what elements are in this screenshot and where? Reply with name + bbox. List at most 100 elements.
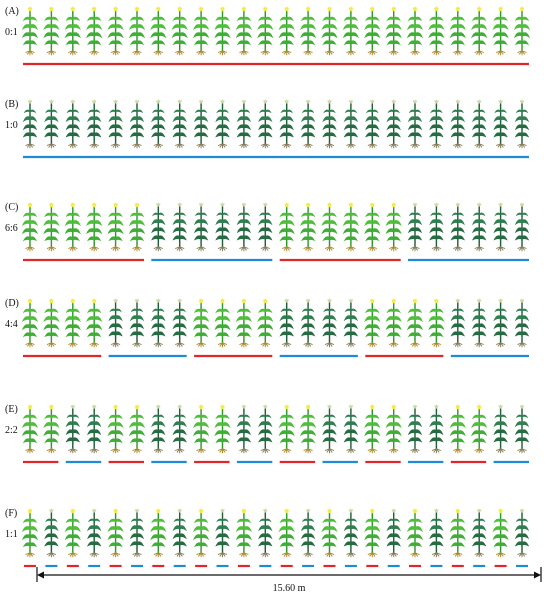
maize-plant-light bbox=[277, 202, 296, 252]
panel-ratio-label: 2:2 bbox=[5, 425, 18, 436]
maize-plant-dark bbox=[492, 404, 509, 454]
maize-plant-dark bbox=[342, 404, 359, 454]
maize-plant-light bbox=[384, 6, 403, 56]
maize-plant-light bbox=[21, 404, 39, 454]
maize-plant-light bbox=[513, 6, 531, 56]
maize-plant-light bbox=[149, 508, 168, 558]
maize-plant-dark bbox=[449, 298, 466, 348]
maize-plant-dark bbox=[235, 202, 252, 252]
panel-letter: (F) bbox=[5, 508, 17, 519]
panel-letter: (A) bbox=[5, 6, 19, 17]
maize-plant-light bbox=[21, 298, 39, 348]
maize-plant-dark bbox=[471, 99, 488, 149]
panel-f: (F) 1:1 bbox=[5, 508, 530, 568]
maize-plant-dark bbox=[64, 99, 81, 149]
maize-plant-dark bbox=[171, 404, 188, 454]
maize-plant-light bbox=[448, 6, 467, 56]
panel-a: (A) 0:1 bbox=[5, 6, 531, 66]
maize-plant-light bbox=[128, 6, 146, 56]
maize-plant-light bbox=[21, 202, 39, 252]
maize-plant-light bbox=[170, 6, 189, 56]
maize-plant-light bbox=[128, 404, 146, 454]
maize-plant-dark bbox=[129, 508, 145, 558]
maize-plant-light bbox=[63, 508, 82, 558]
panel-letter: (C) bbox=[5, 202, 18, 213]
maize-plant-light bbox=[21, 6, 39, 56]
maize-plant-dark bbox=[428, 508, 445, 558]
maize-plant-light bbox=[491, 6, 510, 56]
maize-plant-dark bbox=[86, 404, 103, 454]
maize-plant-dark bbox=[193, 99, 210, 149]
maize-plant-dark bbox=[385, 508, 402, 558]
maize-plant-light bbox=[213, 404, 232, 454]
maize-plant-dark bbox=[214, 99, 231, 149]
maize-plant-light bbox=[406, 6, 424, 56]
maize-plant-light bbox=[448, 404, 467, 454]
maize-plant-light bbox=[320, 508, 339, 558]
maize-plant-light bbox=[342, 202, 360, 252]
maize-plant-light bbox=[21, 508, 39, 558]
maize-plant-dark bbox=[385, 99, 402, 149]
maize-plant-dark bbox=[492, 99, 509, 149]
maize-plant-light bbox=[448, 508, 467, 558]
maize-plant-light bbox=[192, 298, 210, 348]
maize-plant-dark bbox=[129, 99, 145, 149]
maize-plant-dark bbox=[64, 404, 81, 454]
maize-plant-dark bbox=[278, 298, 295, 348]
panels-layer: (A) 0:1 (B) 1:0 (C) 6:6 (D) 4:4 (E) 2:2 (F) 1:1 bbox=[5, 6, 531, 568]
maize-plant-dark bbox=[300, 298, 317, 348]
panel-ratio-label: 4:4 bbox=[5, 319, 18, 330]
maize-plant-light bbox=[213, 6, 232, 56]
maize-plant-light bbox=[363, 6, 382, 56]
maize-plant-light bbox=[363, 404, 382, 454]
maize-plant-dark bbox=[171, 508, 188, 558]
maize-plant-dark bbox=[514, 508, 530, 558]
maize-plant-dark bbox=[278, 99, 295, 149]
maize-plant-dark bbox=[257, 508, 274, 558]
maize-plant-dark bbox=[171, 202, 188, 252]
maize-plant-dark bbox=[107, 298, 124, 348]
maize-plant-dark bbox=[407, 404, 423, 454]
maize-plant-dark bbox=[471, 202, 488, 252]
maize-plant-light bbox=[427, 298, 446, 348]
maize-plant-dark bbox=[214, 508, 231, 558]
maize-plant-light bbox=[149, 6, 168, 56]
maize-plant-light bbox=[427, 6, 446, 56]
maize-plant-light bbox=[235, 508, 253, 558]
maize-plant-dark bbox=[150, 404, 167, 454]
maize-plant-dark bbox=[257, 99, 274, 149]
maize-plant-light bbox=[363, 202, 382, 252]
maize-plant-light bbox=[42, 298, 61, 348]
maize-plant-light bbox=[192, 404, 210, 454]
maize-plant-dark bbox=[150, 298, 167, 348]
maize-plant-light bbox=[106, 404, 125, 454]
panel-c: (C) 6:6 bbox=[5, 202, 530, 262]
maize-plant-light bbox=[363, 508, 382, 558]
maize-plant-dark bbox=[43, 99, 60, 149]
maize-plant-dark bbox=[129, 298, 145, 348]
maize-plant-dark bbox=[321, 99, 338, 149]
maize-plant-dark bbox=[514, 298, 530, 348]
maize-plant-dark bbox=[107, 99, 124, 149]
maize-plant-dark bbox=[321, 404, 338, 454]
maize-plant-light bbox=[299, 404, 317, 454]
maize-plant-dark bbox=[86, 508, 103, 558]
maize-plant-dark bbox=[428, 99, 445, 149]
panel-d: (D) 4:4 bbox=[5, 298, 530, 358]
maize-plant-light bbox=[235, 6, 253, 56]
panel-ratio-label: 1:0 bbox=[5, 120, 18, 131]
maize-plant-light bbox=[63, 6, 82, 56]
maize-plant-light bbox=[192, 508, 210, 558]
maize-plant-dark bbox=[514, 202, 530, 252]
maize-plant-light bbox=[85, 298, 104, 348]
panel-b: (B) 1:0 bbox=[5, 99, 530, 159]
maize-plant-dark bbox=[171, 298, 188, 348]
maize-plant-light bbox=[192, 6, 210, 56]
dimension-annotation: 15.60 m bbox=[36, 567, 542, 594]
maize-plant-light bbox=[384, 202, 403, 252]
maize-plant-light bbox=[256, 298, 275, 348]
maize-plant-light bbox=[277, 508, 296, 558]
maize-plant-light bbox=[491, 508, 510, 558]
panel-letter: (D) bbox=[5, 298, 19, 309]
